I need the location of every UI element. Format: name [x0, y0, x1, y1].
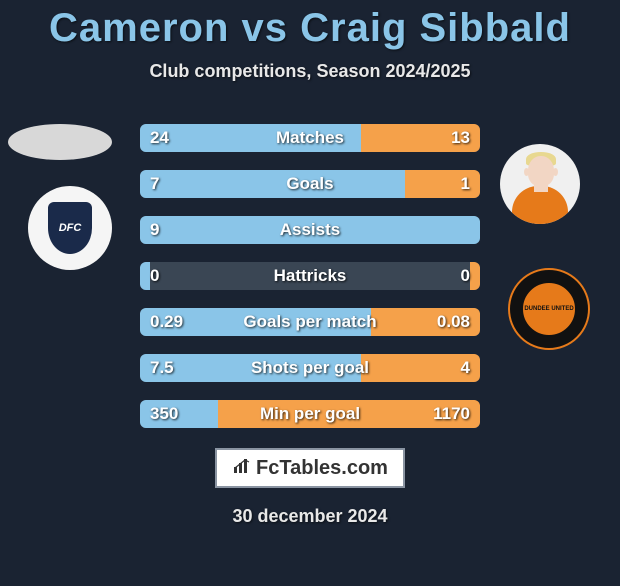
subtitle: Club competitions, Season 2024/2025 [0, 61, 620, 82]
stat-label: Matches [140, 124, 480, 152]
site-logo: FcTables.com [215, 448, 405, 488]
right-player-avatar [500, 144, 580, 224]
right-club-badge: DUNDEE UNITED [508, 268, 590, 350]
stat-row: 3501170Min per goal [140, 400, 480, 428]
stats-area: 2413Matches 71Goals 9Assists 00Hattricks 0.2… [140, 124, 480, 446]
stat-row: 0.290.08Goals per match [140, 308, 480, 336]
stat-row: 71Goals [140, 170, 480, 198]
stat-row: 7.54Shots per goal [140, 354, 480, 382]
stat-label: Hattricks [140, 262, 480, 290]
stat-row: 00Hattricks [140, 262, 480, 290]
date-label: 30 december 2024 [0, 506, 620, 527]
chart-icon [232, 457, 252, 480]
left-club-badge-shield: DFC [48, 202, 92, 254]
stat-label: Shots per goal [140, 354, 480, 382]
avatar-ears [524, 168, 558, 176]
stat-label: Goals per match [140, 308, 480, 336]
page-title: Cameron vs Craig Sibbald [0, 6, 620, 51]
logo-text: FcTables.com [256, 457, 388, 480]
left-player-placeholder [8, 124, 112, 160]
stat-label: Goals [140, 170, 480, 198]
stat-label: Assists [140, 216, 480, 244]
stat-label: Min per goal [140, 400, 480, 428]
right-club-badge-inner: DUNDEE UNITED [521, 281, 577, 337]
left-club-badge: DFC [28, 186, 112, 270]
stat-row: 2413Matches [140, 124, 480, 152]
stat-row: 9Assists [140, 216, 480, 244]
